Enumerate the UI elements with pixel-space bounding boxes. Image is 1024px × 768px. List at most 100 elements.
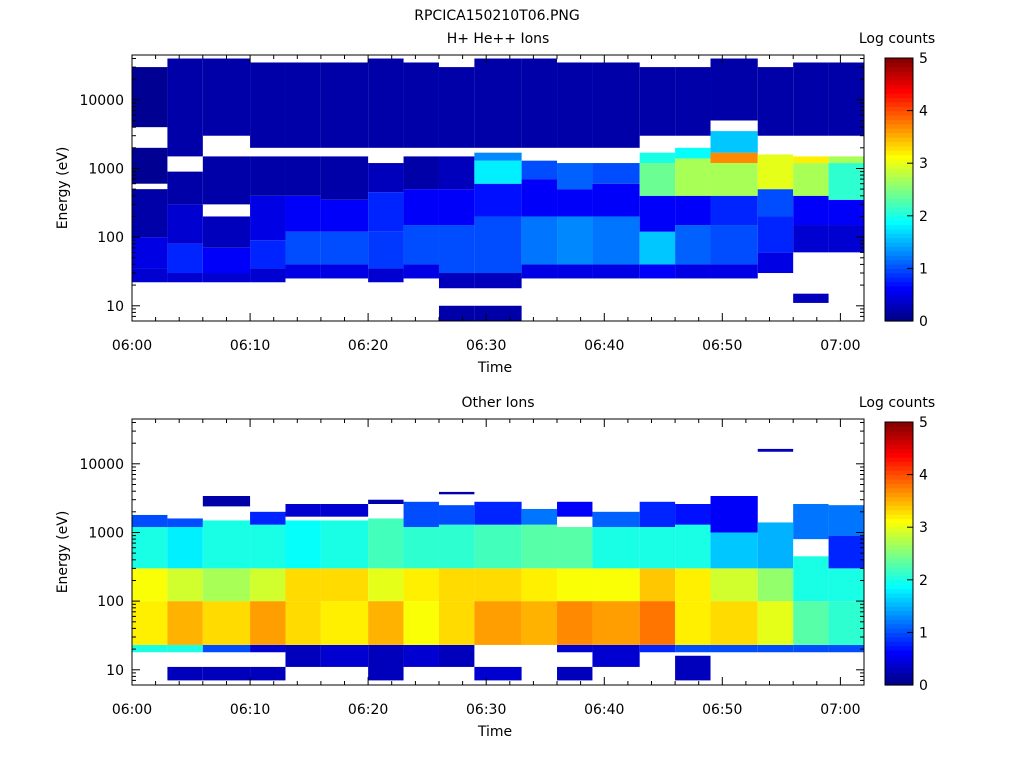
heatmap-cell: [167, 171, 203, 205]
x-tick-label: 06:20: [348, 702, 388, 718]
heatmap-cell: [828, 163, 864, 200]
colorbar-segment: [885, 500, 913, 506]
heatmap-cell: [757, 568, 794, 602]
heatmap-cell: [132, 268, 168, 283]
colorbar-segment: [885, 202, 913, 208]
heatmap-cell: [757, 154, 794, 190]
colorbar-segment: [885, 136, 913, 142]
heatmap-cell: [403, 601, 439, 645]
colorbar-segment: [885, 281, 913, 287]
heatmap-cell: [474, 160, 522, 184]
y-tick-label: 100: [97, 230, 124, 246]
heatmap-cell: [710, 131, 758, 153]
colorbar-segment: [885, 426, 913, 432]
heatmap-cell: [828, 199, 864, 226]
heatmap-cell: [285, 568, 321, 602]
colorbar-segment: [885, 509, 913, 515]
heatmap-cell: [167, 243, 203, 274]
colorbar-segment: [885, 141, 913, 147]
heatmap-cell: [202, 216, 251, 248]
heatmap-cell: [592, 264, 640, 279]
heatmap-cell: [521, 524, 558, 569]
heatmap-cell: [828, 156, 864, 164]
heatmap-cell: [710, 152, 758, 164]
heatmap-cell: [202, 601, 251, 645]
heatmap-cell: [320, 62, 369, 148]
heatmap-cell: [132, 601, 168, 645]
colorbar-segment: [885, 154, 913, 160]
heatmap-cell: [167, 204, 203, 244]
colorbar-segment: [885, 579, 913, 585]
heatmap-cell: [557, 62, 593, 148]
heatmap-cell: [403, 189, 439, 226]
heatmap-cell: [167, 644, 203, 653]
colorbar-segment: [885, 128, 913, 134]
heatmap-cell: [202, 58, 251, 136]
heatmap-cell: [675, 264, 711, 279]
colorbar-segment: [885, 430, 913, 436]
colorbar-segment: [885, 106, 913, 112]
colorbar-segment: [885, 233, 913, 239]
colorbar: 0 1 2 3 4 5 Log counts: [859, 31, 935, 330]
heatmap-cell: [438, 189, 475, 226]
colorbar-segment: [885, 79, 913, 85]
colorbar-segment: [885, 84, 913, 90]
colorbar-segment: [885, 522, 913, 528]
heatmap-cell: [474, 568, 522, 602]
y-tick-label: 1000: [88, 526, 124, 542]
heatmap-cell: [557, 501, 593, 517]
heatmap-cells: [132, 58, 864, 321]
colorbar-segment: [885, 215, 913, 221]
colorbar-segment: [885, 101, 913, 107]
heatmap-cell: [132, 514, 168, 528]
x-tick-label: 06:30: [466, 338, 506, 354]
heatmap-cell: [320, 504, 369, 517]
heatmap-cell: [167, 273, 203, 283]
heatmap-cell: [167, 601, 203, 645]
heatmap-cell: [285, 601, 321, 645]
colorbar-segment: [885, 439, 913, 445]
colorbar-segment: [885, 193, 913, 199]
heatmap-cell: [828, 225, 864, 253]
heatmap-cell: [557, 601, 593, 645]
heatmap-cell: [592, 527, 640, 569]
heatmap-cell: [438, 524, 475, 569]
heatmap-cell: [438, 644, 475, 667]
colorbar-segment: [885, 667, 913, 673]
colorbar-segment: [885, 632, 913, 638]
colorbar-segment: [885, 663, 913, 669]
heatmap-cell: [403, 225, 439, 265]
colorbar-segment: [885, 303, 913, 309]
colorbar-tick-label: 1: [919, 261, 928, 277]
heatmap-cell: [474, 666, 522, 681]
heatmap-cell: [285, 62, 321, 148]
heatmap-cell: [557, 644, 593, 653]
colorbar-segment: [885, 470, 913, 476]
heatmap-cell: [250, 268, 286, 283]
colorbar-segment: [885, 171, 913, 177]
heatmap-cell: [285, 231, 321, 265]
colorbar-segment: [885, 185, 913, 191]
colorbar-segment: [885, 242, 913, 248]
heatmap-cell: [320, 520, 369, 569]
heatmap-cell: [639, 527, 676, 569]
heatmap-cell: [250, 644, 286, 653]
heatmap-cell: [793, 601, 829, 645]
colorbar-tick-label: 1: [919, 625, 928, 641]
colorbar-segment: [885, 654, 913, 660]
plot-title: H+ He++ Ions: [447, 31, 550, 47]
colorbar-segment: [885, 676, 913, 682]
heatmap-cell: [828, 601, 864, 645]
heatmap-cell: [320, 264, 369, 279]
heatmap-cell: [320, 601, 369, 645]
heatmap-cell: [757, 644, 794, 653]
colorbar-segment: [885, 145, 913, 151]
heatmap-cell: [250, 240, 286, 269]
colorbar-tick-label: 4: [919, 104, 928, 120]
y-tick-label: 10000: [79, 93, 124, 109]
colorbar-frame: [884, 57, 914, 322]
x-tick-label: 06:20: [348, 338, 388, 354]
colorbar-segment: [885, 575, 913, 581]
colorbar-segment: [885, 623, 913, 629]
